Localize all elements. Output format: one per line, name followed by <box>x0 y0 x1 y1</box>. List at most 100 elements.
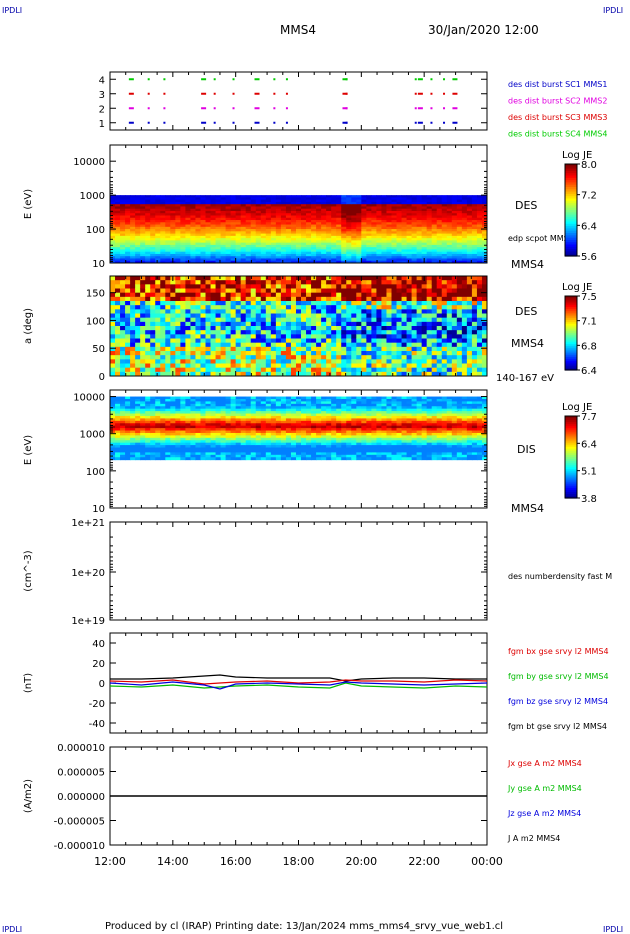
des-pitch-panel-cell <box>265 326 272 331</box>
dis-energy-panel-cell <box>160 420 166 424</box>
des-energy-panel-cell <box>255 242 262 246</box>
des-energy-panel-cell <box>446 220 453 223</box>
des-pitch-panel-cell <box>346 280 352 285</box>
des-pitch-panel-cell <box>285 305 292 310</box>
des-energy-panel-cell <box>205 256 212 259</box>
des-energy-panel-cell <box>471 210 478 214</box>
des-pitch-panel-cell <box>426 334 433 339</box>
des-energy-panel-cell <box>471 233 478 237</box>
des-energy-panel-cell <box>411 231 418 235</box>
des-energy-panel-cell <box>195 204 201 207</box>
des-energy-panel-cell <box>245 233 252 237</box>
des-energy-panel-cell <box>255 235 262 239</box>
des-energy-panel-cell <box>110 213 116 216</box>
dis-energy-panel-cell <box>155 442 161 446</box>
des-pitch-panel-cell <box>275 326 282 331</box>
des-pitch-panel-cell <box>215 296 222 302</box>
dis-energy-panel-cell <box>170 435 176 439</box>
burst-marker <box>254 121 260 124</box>
dis-energy-panel-cell <box>115 437 121 441</box>
des-pitch-panel-cell <box>195 351 201 356</box>
des-pitch-panel-cell <box>210 351 217 356</box>
des-pitch-panel-colorbar-frame <box>564 295 578 371</box>
des-energy-panel-cell <box>150 240 156 244</box>
des-pitch-panel-cell <box>240 359 247 364</box>
des-energy-panel-cell <box>451 242 458 246</box>
des-energy-panel-cell <box>245 253 252 257</box>
des-pitch-panel-cell <box>175 317 181 323</box>
des-energy-panel-cell <box>316 206 322 210</box>
des-pitch-panel-cell <box>371 301 377 306</box>
dis-energy-panel-cell <box>200 411 207 415</box>
des-energy-panel-cell <box>115 217 121 221</box>
des-energy-panel-cell <box>135 256 141 259</box>
des-pitch-panel-cell <box>336 334 342 339</box>
des-pitch-panel-cell <box>270 326 277 331</box>
des-energy-panel-cell <box>140 195 146 198</box>
des-energy-panel-cell <box>391 251 398 255</box>
des-energy-panel-cell <box>336 258 342 262</box>
des-pitch-panel-cell <box>366 351 372 356</box>
des-energy-panel-cell <box>170 224 176 228</box>
dis-energy-panel-cell <box>180 428 186 432</box>
des-pitch-panel-cell <box>250 326 257 331</box>
des-pitch-panel-cell <box>341 284 347 289</box>
des-energy-panel-cell <box>476 247 483 250</box>
des-pitch-panel-cell <box>356 284 362 289</box>
des-pitch-panel-cell <box>301 346 307 352</box>
des-energy-panel-cell <box>180 249 186 253</box>
des-pitch-panel-cell <box>130 355 136 360</box>
des-pitch-panel-cell <box>401 346 408 352</box>
des-energy-panel-cell <box>205 197 212 201</box>
dis-energy-panel-cell <box>125 452 131 456</box>
des-pitch-panel-cell <box>361 334 367 339</box>
des-energy-panel-cell <box>406 220 413 223</box>
des-pitch-panel-cell <box>180 351 186 356</box>
des-energy-panel-cell <box>290 249 297 253</box>
des-energy-panel-cell <box>466 197 473 201</box>
des-pitch-panel-cell <box>150 363 156 369</box>
burst-marker <box>213 121 216 124</box>
des-pitch-panel-cell <box>135 313 141 319</box>
des-energy-panel-cell <box>341 213 347 216</box>
burst-marker <box>417 92 423 95</box>
des-energy-panel-cell <box>356 238 362 241</box>
des-energy-panel-cell <box>396 229 403 232</box>
dis-energy-panel-cell <box>120 428 126 432</box>
des-pitch-panel-cell <box>225 363 232 369</box>
des-pitch-panel-cell <box>476 334 483 339</box>
des-energy-panel-cell <box>391 240 398 244</box>
des-energy-panel-cell <box>361 244 367 248</box>
des-energy-panel-cell <box>135 226 141 230</box>
des-energy-panel-cell <box>396 260 403 264</box>
dis-energy-panel-cell <box>135 430 141 434</box>
des-pitch-panel-cell <box>180 288 186 294</box>
des-pitch-panel-cell <box>456 359 463 364</box>
des-energy-panel-cell <box>321 229 327 232</box>
des-pitch-panel-cell <box>265 355 272 360</box>
des-energy-panel-cell <box>110 215 116 219</box>
des-energy-panel-cell <box>421 240 428 244</box>
des-pitch-panel-cell <box>316 338 322 344</box>
dis-energy-panel-cell <box>155 413 161 417</box>
des-energy-panel-cell <box>210 217 217 221</box>
des-energy-panel-cell <box>280 244 287 248</box>
des-energy-panel-cell <box>235 247 242 250</box>
des-pitch-panel-cell <box>316 292 322 298</box>
des-pitch-panel-cell <box>361 371 367 377</box>
des-pitch-panel-cell <box>481 330 488 335</box>
des-energy-panel-cell <box>205 231 212 235</box>
des-energy-panel-cell <box>331 220 337 223</box>
des-pitch-panel-cell <box>481 276 488 281</box>
dis-energy-panel-cell <box>200 408 207 412</box>
des-energy-panel-cell <box>446 195 453 198</box>
des-energy-panel-cell <box>255 197 262 201</box>
dis-energy-panel-cell <box>205 452 212 456</box>
des-energy-panel-cell <box>165 222 171 226</box>
des-energy-panel-cell <box>366 249 372 253</box>
dis-energy-panel-cell <box>155 452 161 456</box>
des-energy-panel-cell <box>135 199 141 203</box>
des-pitch-panel-cell <box>250 346 257 352</box>
des-pitch-panel-cell <box>331 321 337 327</box>
des-pitch-panel-cell <box>371 292 377 298</box>
